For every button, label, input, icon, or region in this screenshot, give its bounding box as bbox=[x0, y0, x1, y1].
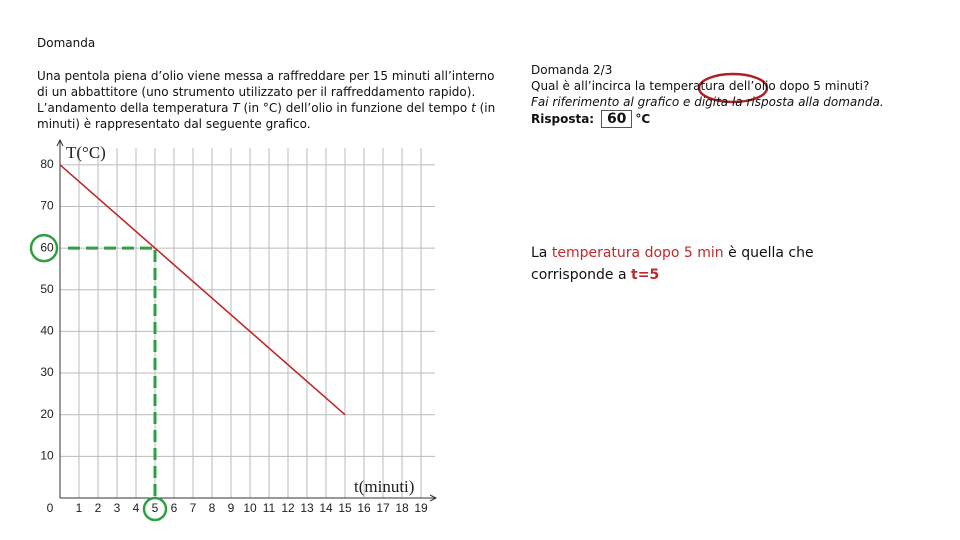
x-tick-label: 7 bbox=[190, 501, 197, 515]
problem-text: Una pentola piena d’olio viene messa a r… bbox=[37, 68, 507, 132]
text: t bbox=[471, 101, 476, 115]
y-tick-label: 20 bbox=[40, 407, 54, 421]
x-tick-label: 19 bbox=[414, 501, 428, 515]
x-tick-label: 17 bbox=[376, 501, 390, 515]
y-tick-label: 60 bbox=[40, 240, 54, 254]
text: è quella che corrisponde a bbox=[531, 245, 814, 283]
header-title: Domanda bbox=[37, 36, 96, 50]
x-tick-label: 5 bbox=[152, 501, 159, 515]
text: Una pentola piena d’olio viene messa a r… bbox=[37, 69, 495, 115]
x-tick-label: 3 bbox=[114, 501, 121, 515]
text: T bbox=[232, 101, 240, 115]
y-tick-label: 70 bbox=[40, 199, 54, 213]
highlight-ellipse bbox=[697, 72, 769, 104]
y-axis-arrow bbox=[56, 138, 64, 147]
x-tick-label: 12 bbox=[281, 501, 295, 515]
y-tick-label: 50 bbox=[40, 282, 54, 296]
text: (in minuti) è rappresentato dal seguente… bbox=[37, 101, 496, 131]
y-tick-label: 80 bbox=[40, 157, 54, 171]
x-tick-label: 14 bbox=[319, 501, 333, 515]
x-tick-label: 15 bbox=[338, 501, 352, 515]
answer-row: Risposta: 60 °C bbox=[531, 110, 951, 128]
x-tick-label: 16 bbox=[357, 501, 371, 515]
x-tick-label: 4 bbox=[133, 501, 140, 515]
x-tick-label: 8 bbox=[209, 501, 216, 515]
text: La bbox=[531, 245, 552, 261]
question-hint: Fai riferimento al grafico e digita la r… bbox=[531, 95, 884, 109]
x-tick-label: 18 bbox=[395, 501, 409, 515]
question: Domanda 2/3 Qual è all’incirca la temper… bbox=[531, 62, 951, 128]
x-tick-label: 0 bbox=[47, 501, 54, 515]
y-axis-label: T(°C) bbox=[66, 143, 106, 162]
highlight-circle bbox=[142, 496, 168, 522]
x-tick-label: 2 bbox=[95, 501, 102, 515]
x-axis-label: t(minuti) bbox=[354, 477, 414, 496]
y-tick-label: 40 bbox=[40, 324, 54, 338]
x-tick-label: 1 bbox=[76, 501, 83, 515]
y-tick-label: 10 bbox=[40, 449, 54, 463]
text: temperatura dopo 5 min bbox=[551, 245, 724, 261]
data-line bbox=[59, 164, 346, 416]
text: (in °C) dell’olio in funzione del tempo bbox=[239, 101, 472, 115]
text: t=5 bbox=[631, 267, 660, 283]
y-tick-label: 30 bbox=[40, 365, 54, 379]
answer-unit: °C bbox=[635, 112, 651, 126]
answer-input[interactable]: 60 bbox=[600, 110, 633, 128]
x-tick-label: 10 bbox=[243, 501, 257, 515]
explanation: La temperatura dopo 5 min è quella che c… bbox=[531, 242, 851, 286]
answer-label: Risposta: bbox=[531, 112, 595, 126]
x-tick-label: 11 bbox=[263, 501, 276, 515]
x-axis-arrow bbox=[429, 494, 438, 502]
highlight-circle bbox=[29, 233, 59, 263]
x-tick-label: 13 bbox=[300, 501, 314, 515]
question-text: Qual è all’incirca la temperatura dell’o… bbox=[531, 79, 870, 93]
question-title: Domanda 2/3 bbox=[531, 63, 613, 77]
x-tick-label: 9 bbox=[228, 501, 235, 515]
x-tick-label: 6 bbox=[171, 501, 178, 515]
